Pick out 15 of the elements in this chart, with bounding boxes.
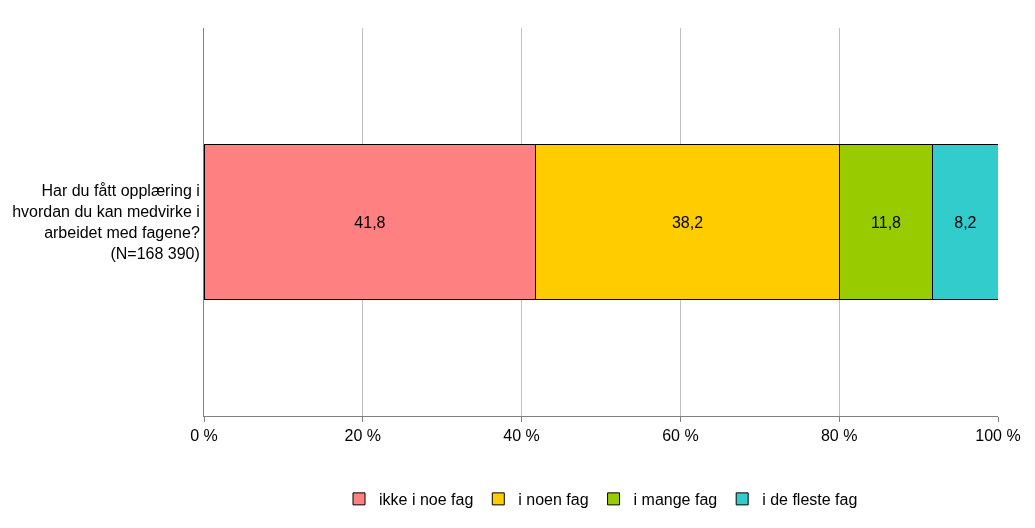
legend-label: i noen fag — [518, 491, 589, 509]
legend-label: ikke i noe fag — [379, 491, 474, 509]
legend-label: i de fleste fag — [762, 491, 858, 509]
y-tick-label: Har du fått opplæring i hvordan du kan medvirke i arbeidet med fagene? (N=168 390) — [12, 182, 200, 262]
x-tick-label: 100 % — [975, 427, 1021, 445]
x-tick-label: 80 % — [820, 427, 858, 445]
x-tick-label: 60 % — [662, 427, 699, 445]
data-label: 8,2 — [954, 213, 977, 231]
x-tick-label: 40 % — [503, 427, 540, 445]
data-label: 41,8 — [354, 213, 386, 231]
data-label: 38,2 — [671, 213, 704, 231]
data-label: 11,8 — [871, 213, 902, 231]
x-tick-label: 20 % — [344, 427, 382, 445]
legend-label: i mange fag — [633, 491, 718, 509]
x-tick-label: 0 % — [190, 427, 218, 445]
